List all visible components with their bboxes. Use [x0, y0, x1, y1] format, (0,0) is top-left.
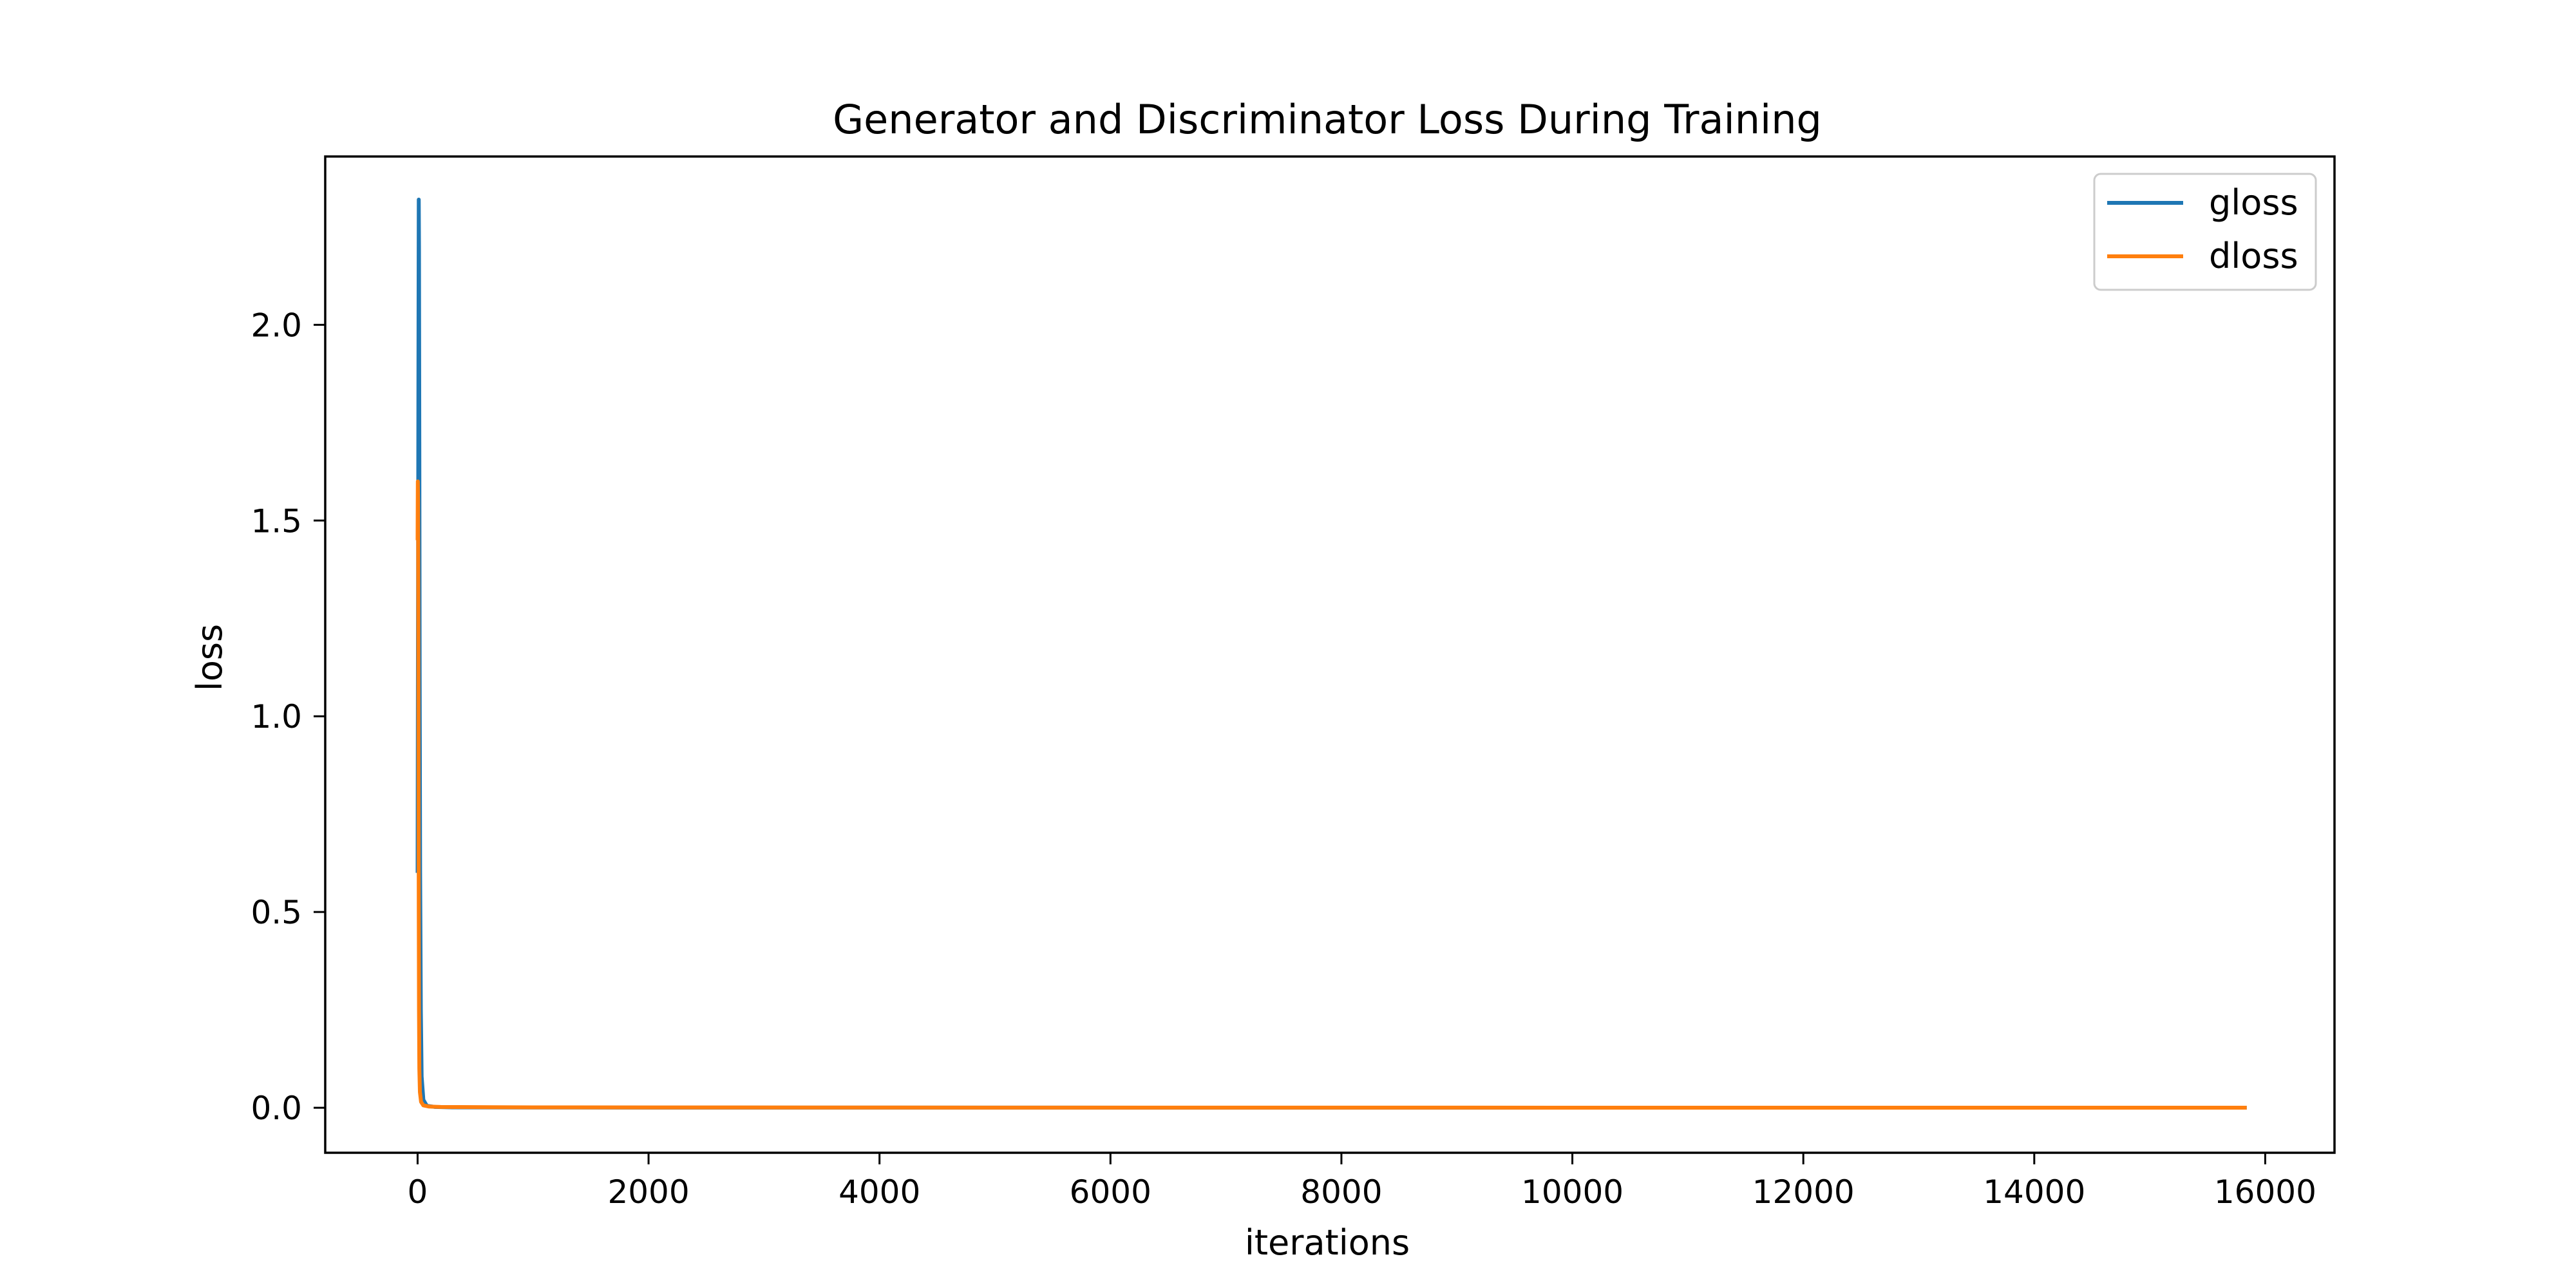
y-tick-label: 0.5 — [251, 894, 302, 931]
x-tick-label: 12000 — [1752, 1173, 1855, 1211]
y-tick-label: 2.0 — [251, 307, 302, 344]
x-tick-label: 16000 — [2214, 1173, 2316, 1211]
legend-label-dloss: dloss — [2209, 236, 2298, 276]
y-axis-label: loss — [189, 624, 230, 691]
legend: gloss dloss — [2093, 173, 2317, 291]
y-axis-ticks: 0.0 0.5 1.0 1.5 2.0 — [251, 307, 325, 1127]
x-tick-label: 8000 — [1300, 1173, 1382, 1211]
x-tick-label: 6000 — [1070, 1173, 1151, 1211]
x-tick-label: 4000 — [838, 1173, 920, 1211]
x-tick-label: 10000 — [1521, 1173, 1624, 1211]
chart-title: Generator and Discriminator Loss During … — [833, 96, 1822, 143]
y-tick-label: 0.0 — [251, 1090, 302, 1127]
x-tick-label: 0 — [408, 1173, 428, 1211]
x-tick-label: 2000 — [607, 1173, 689, 1211]
y-tick-label: 1.5 — [251, 502, 302, 540]
x-tick-label: 14000 — [1983, 1173, 2085, 1211]
y-tick-label: 1.0 — [251, 698, 302, 735]
plot-lines — [415, 197, 2247, 1110]
series-line-dloss — [415, 479, 2247, 1110]
plot-area-frame — [324, 155, 2336, 1154]
x-axis-ticks: 0 2000 4000 6000 8000 10000 12000 14000 16000 — [408, 1153, 2316, 1211]
x-axis-label: iterations — [1245, 1222, 1410, 1263]
legend-label-gloss: gloss — [2209, 182, 2298, 223]
